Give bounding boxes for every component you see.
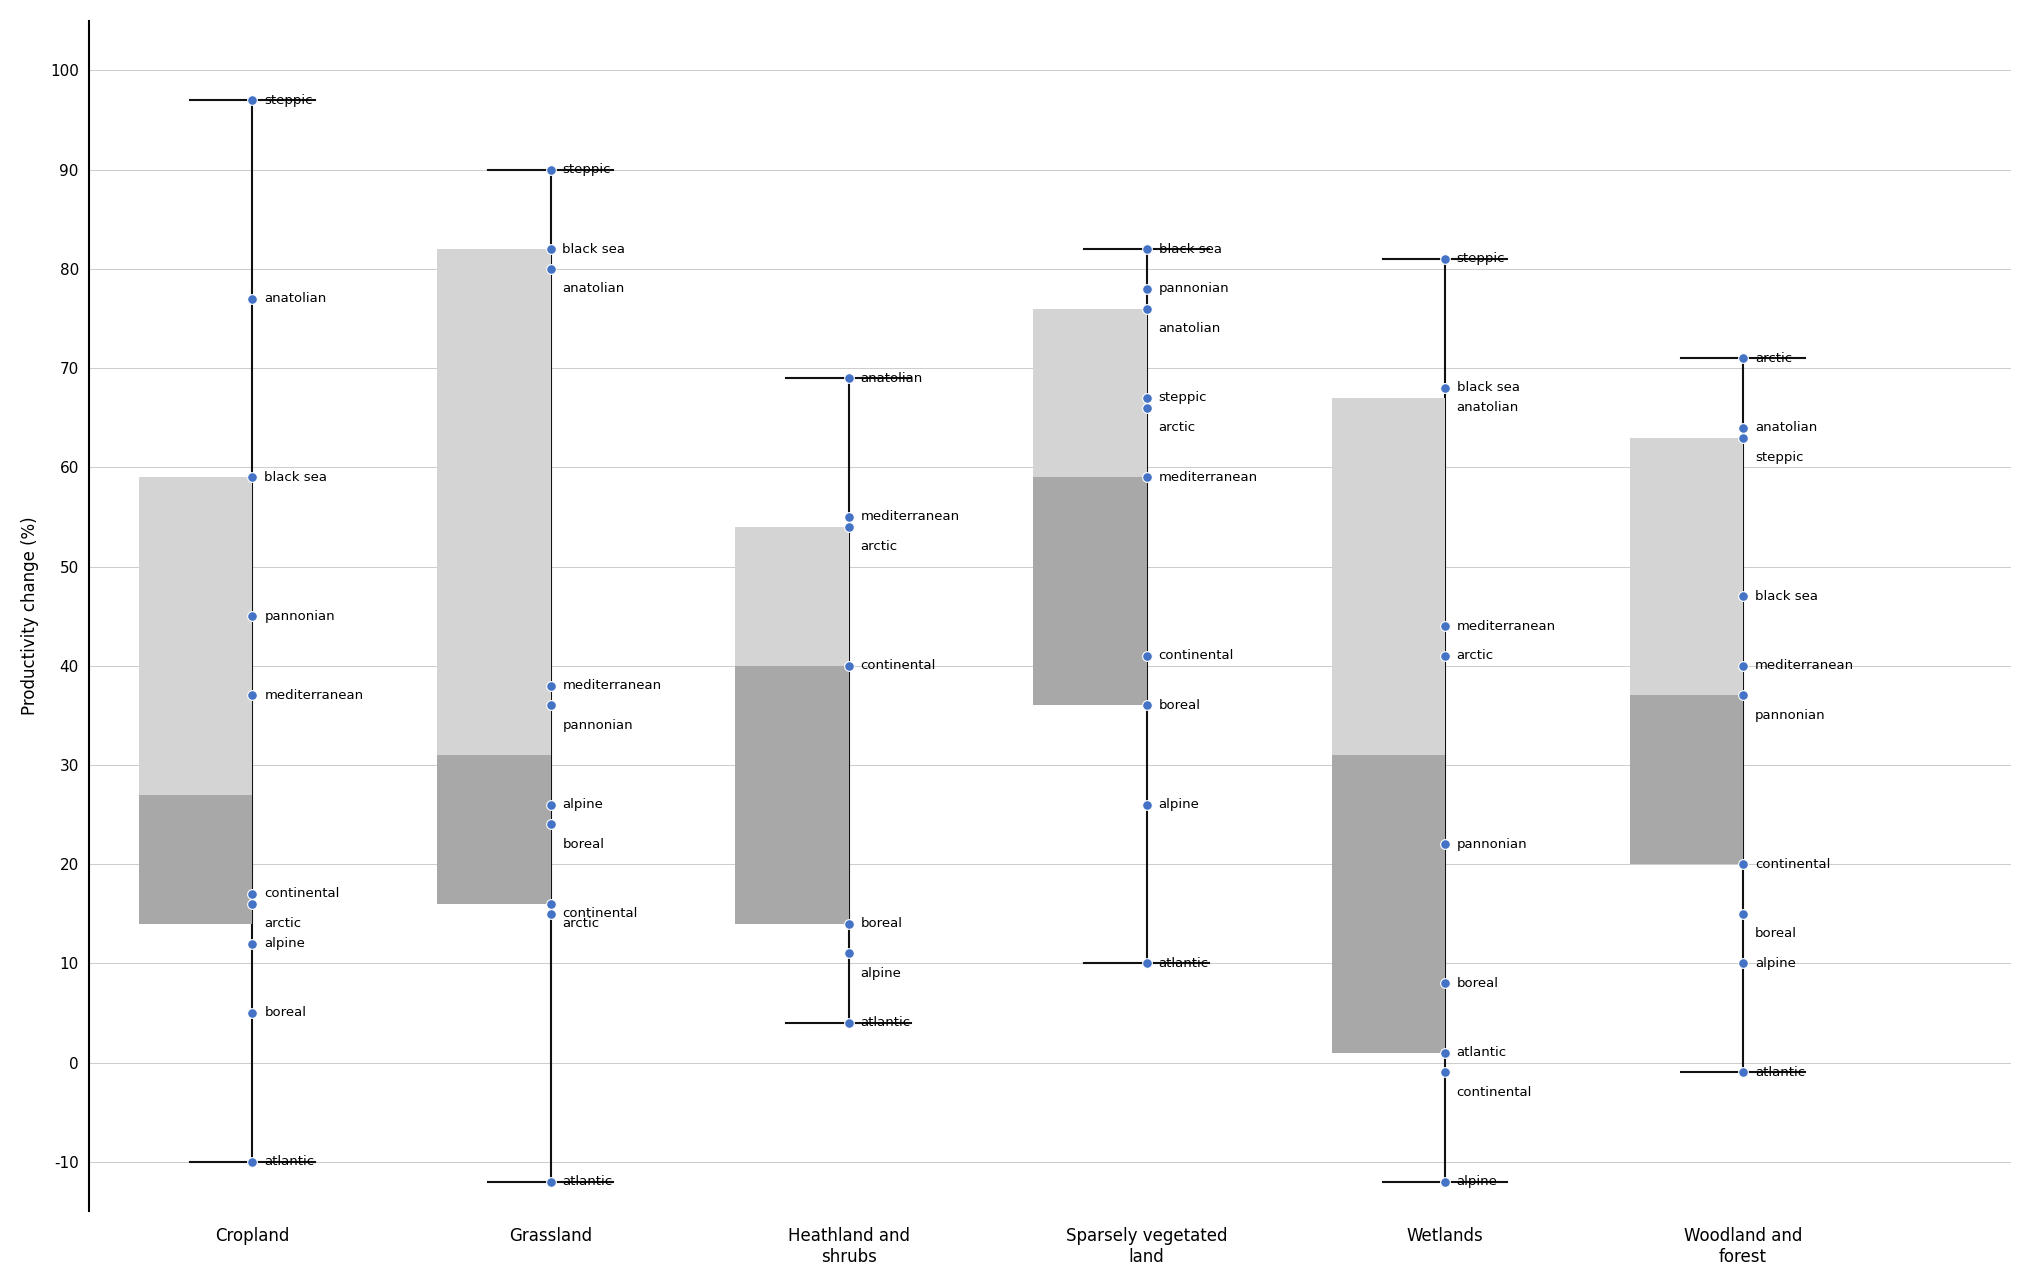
Text: arctic: arctic [1756, 351, 1792, 364]
Text: anatolian: anatolian [1756, 421, 1817, 434]
Text: anatolian: anatolian [1457, 402, 1520, 414]
Text: continental: continental [862, 659, 937, 672]
Text: boreal: boreal [563, 838, 604, 851]
Text: boreal: boreal [264, 1006, 307, 1019]
Text: pannonian: pannonian [264, 610, 335, 623]
Text: continental: continental [1457, 1086, 1532, 1099]
Text: arctic: arctic [1158, 421, 1195, 434]
Bar [1034, 309, 1146, 705]
Text: alpine: alpine [1756, 956, 1796, 970]
Text: anatolian: anatolian [1158, 322, 1221, 335]
Text: alpine: alpine [1457, 1175, 1498, 1188]
Text: atlantic: atlantic [1756, 1066, 1804, 1079]
Text: anatolian: anatolian [563, 282, 624, 295]
Text: mediterranean: mediterranean [1158, 471, 1258, 484]
Text: continental: continental [563, 907, 638, 920]
Text: mediterranean: mediterranean [264, 689, 364, 701]
Y-axis label: Productivity change (%): Productivity change (%) [20, 517, 39, 716]
Text: pannonian: pannonian [1756, 709, 1825, 722]
Text: mediterranean: mediterranean [563, 680, 662, 692]
Text: boreal: boreal [1457, 977, 1500, 990]
Text: arctic: arctic [862, 541, 898, 553]
Bar [1034, 477, 1146, 705]
Text: anatolian: anatolian [862, 372, 923, 385]
Text: steppic: steppic [563, 163, 612, 176]
Text: alpine: alpine [862, 967, 902, 979]
Text: alpine: alpine [264, 937, 305, 950]
Text: arctic: arctic [1457, 650, 1494, 663]
Bar [1331, 398, 1445, 1053]
Text: black sea: black sea [1158, 242, 1221, 256]
Text: arctic: arctic [264, 918, 301, 931]
Text: pannonian: pannonian [1158, 282, 1229, 295]
Text: black sea: black sea [1457, 381, 1520, 394]
Text: steppic: steppic [1158, 391, 1207, 404]
Text: atlantic: atlantic [1457, 1046, 1508, 1059]
Text: boreal: boreal [1756, 927, 1796, 940]
Text: continental: continental [1158, 650, 1233, 663]
Text: boreal: boreal [862, 918, 902, 931]
Text: continental: continental [1756, 857, 1831, 870]
Text: atlantic: atlantic [862, 1017, 910, 1030]
Text: steppic: steppic [1756, 450, 1802, 463]
Text: anatolian: anatolian [264, 292, 327, 305]
Bar [1331, 755, 1445, 1053]
Text: pannonian: pannonian [563, 718, 634, 732]
Text: mediterranean: mediterranean [1756, 659, 1853, 672]
Text: mediterranean: mediterranean [862, 511, 959, 524]
Bar [437, 248, 551, 903]
Text: arctic: arctic [563, 918, 599, 931]
Text: mediterranean: mediterranean [1457, 619, 1557, 632]
Text: alpine: alpine [563, 798, 604, 811]
Text: alpine: alpine [1158, 798, 1199, 811]
Bar [1630, 695, 1743, 864]
Text: boreal: boreal [1158, 699, 1201, 712]
Bar [736, 526, 849, 924]
Text: pannonian: pannonian [1457, 838, 1528, 851]
Text: black sea: black sea [1756, 589, 1819, 602]
Bar [736, 665, 849, 924]
Text: atlantic: atlantic [264, 1156, 315, 1169]
Text: atlantic: atlantic [563, 1175, 612, 1188]
Text: continental: continental [264, 888, 339, 901]
Bar [140, 477, 252, 924]
Bar [140, 794, 252, 924]
Text: steppic: steppic [1457, 252, 1506, 265]
Text: black sea: black sea [563, 242, 626, 256]
Bar [437, 755, 551, 903]
Text: black sea: black sea [264, 471, 327, 484]
Bar [1630, 438, 1743, 864]
Text: steppic: steppic [264, 94, 313, 107]
Text: atlantic: atlantic [1158, 956, 1209, 970]
